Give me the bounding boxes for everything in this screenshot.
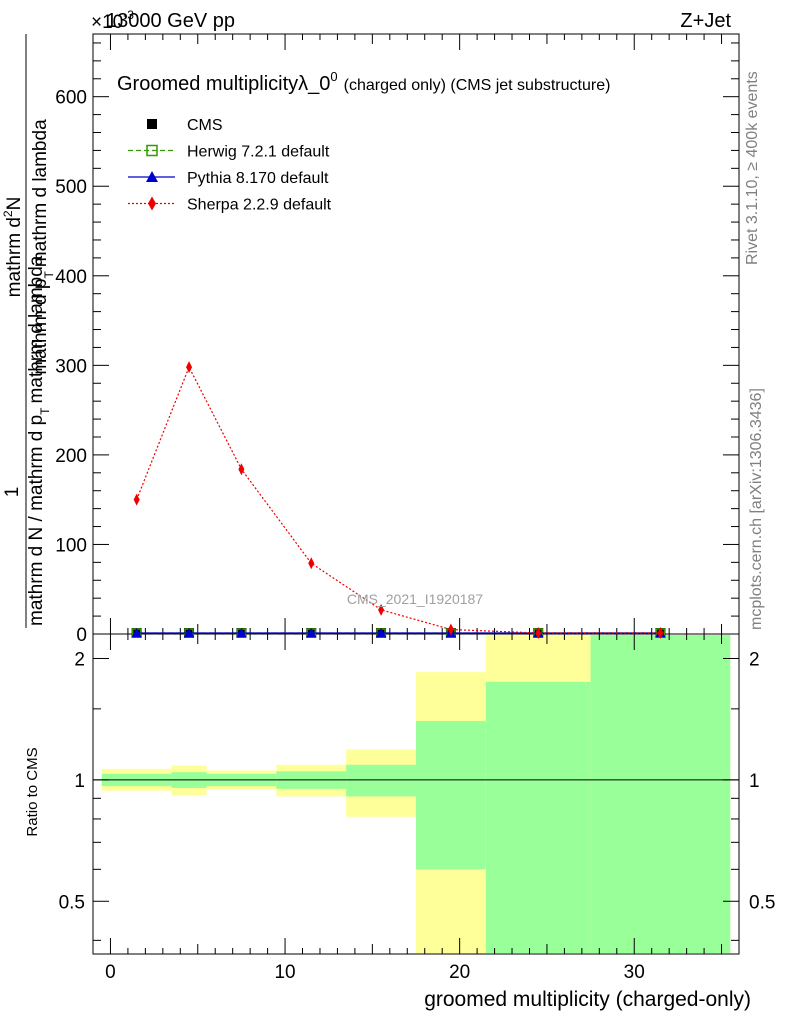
legend: CMS Herwig 7.2.1 default Pythia 8.170 defa…	[128, 117, 332, 214]
data-point-sherpa	[378, 603, 385, 616]
legend-marker-cms	[147, 119, 157, 129]
y-label-prefix: 1	[2, 487, 23, 498]
legend-marker-sherpa	[148, 196, 156, 211]
legend-label-cms: CMS	[187, 117, 223, 134]
main-y-tick-label: 500	[55, 177, 87, 198]
ratio-y-tick-label-right: 1	[749, 771, 760, 792]
legend-marker-pythia	[146, 171, 158, 182]
data-point-sherpa	[186, 361, 193, 374]
legend-label-pythia: Pythia 8.170 default	[187, 170, 329, 187]
data-point-pythia	[376, 628, 387, 637]
ratio-stat-band-4	[346, 764, 416, 797]
legend-label-herwig: Herwig 7.2.1 default	[187, 144, 330, 161]
header-process-label: Z+Jet	[680, 10, 731, 32]
data-point-pythia	[306, 628, 317, 637]
ratio-y-tick-label: 0.5	[59, 892, 85, 913]
ratio-y-tick-label: 1	[74, 771, 85, 792]
ratio-plot-frame	[92, 633, 740, 955]
mcplots-reference-label: mcplots.cern.ch [arXiv:1306.3436]	[748, 388, 765, 630]
analysis-watermark: CMS_2021_I1920187	[347, 591, 483, 607]
y-axis-label: mathrm d2N mathrm d pTmathrm d lambda 1 …	[1, 34, 56, 628]
y-label-denominator: mathrm d pTmathrm d lambda	[30, 119, 56, 375]
main-y-tick-label: 100	[55, 535, 87, 556]
main-y-tick-label: 600	[55, 88, 87, 109]
ratio-stat-band-7	[590, 635, 731, 953]
ratio-stat-band-6	[485, 681, 591, 953]
y-label-numerator: mathrm d2N	[1, 197, 25, 298]
data-point-sherpa	[133, 493, 140, 506]
x-tick-label: 20	[449, 962, 470, 983]
ratio-bands	[101, 635, 731, 953]
series-layer	[131, 361, 666, 639]
x-axis-label: groomed multiplicity (charged-only)	[424, 988, 751, 1011]
x-tick-label: 0	[105, 962, 116, 983]
main-y-tick-label: 300	[55, 356, 87, 377]
series-line-sherpa	[136, 365, 661, 634]
data-point-sherpa	[238, 463, 245, 476]
header-energy-label: 13000 GeV pp	[106, 10, 235, 32]
ratio-y-tick-label-right: 2	[749, 649, 760, 670]
x-tick-label: 30	[624, 962, 645, 983]
main-y-tick-label: 400	[55, 267, 87, 288]
legend-label-sherpa: Sherpa 2.2.9 default	[187, 197, 332, 214]
ratio-y-tick-label-right: 0.5	[749, 892, 775, 913]
data-point-sherpa	[308, 557, 315, 570]
ratio-stat-band-5	[416, 720, 486, 870]
main-y-tick-label: 200	[55, 446, 87, 467]
x-tick-label: 10	[274, 962, 295, 983]
axes-ticks: 0 100 200 300 400 500 600 0 10 20 30 0.5 0.5 1 1 2 2	[55, 34, 775, 983]
chart-title: Groomed multiplicityλ_00(charged only) (…	[117, 69, 610, 95]
data-point-pythia	[131, 628, 142, 637]
rivet-version-label: Rivet 3.1.10, ≥ 400k events	[744, 71, 761, 265]
data-point-sherpa	[535, 627, 542, 639]
data-point-sherpa	[657, 627, 664, 639]
data-point-sherpa	[447, 623, 454, 636]
ratio-y-tick-label: 2	[74, 649, 85, 670]
y-label-main: mathrm d N / mathrm d pTmathrm d lambda	[26, 255, 52, 626]
ratio-y-label: Ratio to CMS	[24, 747, 41, 836]
data-point-pythia	[236, 628, 247, 637]
y-exponent-label: ×10-3	[91, 8, 134, 33]
legend-marker-herwig	[146, 144, 158, 157]
data-point-pythia	[184, 628, 195, 637]
main-y-tick-label: 0	[76, 625, 87, 646]
